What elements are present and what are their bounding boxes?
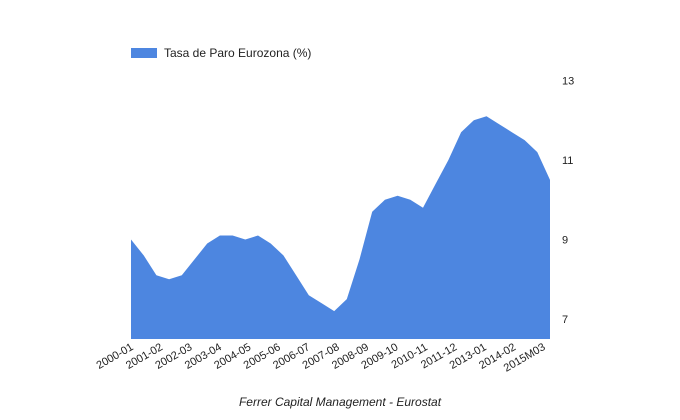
- legend-label: Tasa de Paro Eurozona (%): [164, 46, 311, 60]
- y-tick-label: 7: [562, 314, 568, 326]
- chart-caption: Ferrer Capital Management - Eurostat: [239, 395, 442, 409]
- y-axis-tick-labels: 7 9 11 13: [562, 76, 574, 327]
- legend-swatch: [131, 48, 157, 58]
- y-tick-label: 13: [562, 76, 574, 88]
- series-area-tasa-de-paro: [131, 116, 550, 339]
- y-tick-label: 11: [562, 155, 573, 167]
- chart-legend: Tasa de Paro Eurozona (%): [131, 46, 311, 60]
- y-tick-label: 9: [562, 235, 568, 247]
- x-axis-tick-labels: 2000-012001-022002-032003-042004-052005-…: [95, 341, 548, 374]
